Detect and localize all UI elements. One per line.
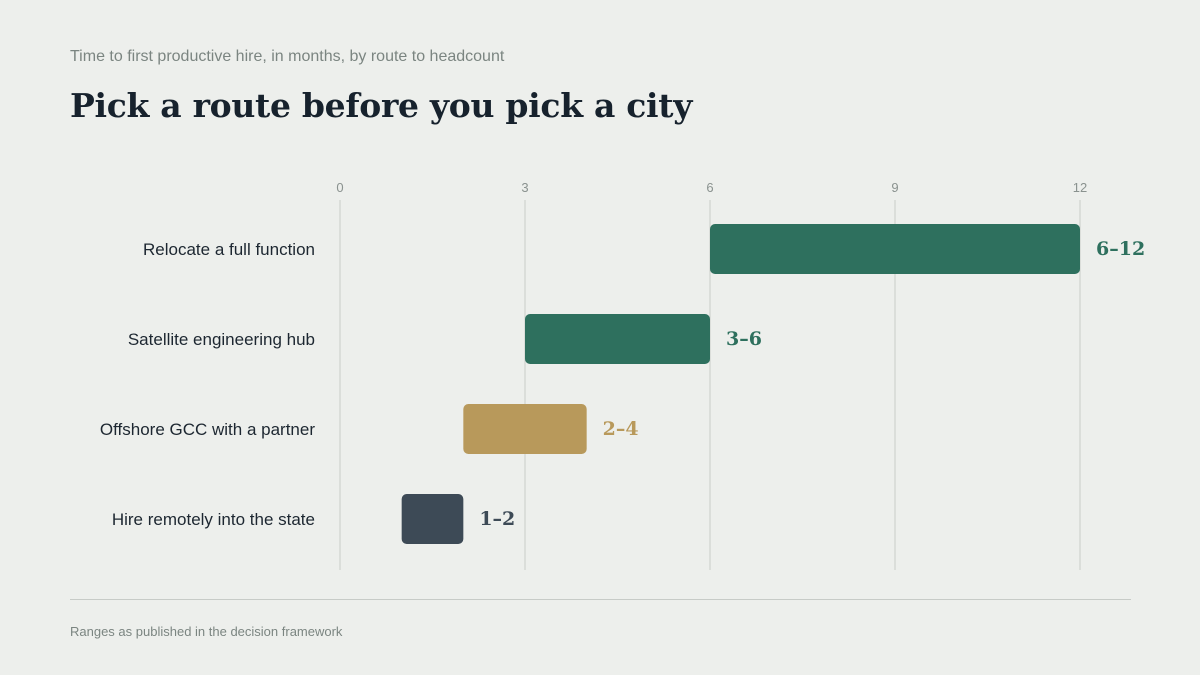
category-labels: Relocate a full function Satellite engine… xyxy=(100,240,315,529)
range-value-label: 6–12 xyxy=(1096,238,1145,260)
range-bar-chart: 0 3 6 9 12 Relocate a full function Satellite… xyxy=(100,180,1145,570)
footer-divider xyxy=(70,599,1131,600)
bars xyxy=(401,224,1080,544)
range-bar xyxy=(525,314,710,364)
x-tick-label: 3 xyxy=(521,180,528,195)
chart-subtitle: Time to first productive hire, in months… xyxy=(70,48,505,65)
category-label: Relocate a full function xyxy=(143,240,315,259)
x-axis-ticks: 0 3 6 9 12 xyxy=(336,180,1087,195)
range-value-label: 3–6 xyxy=(726,328,762,350)
category-label: Offshore GCC with a partner xyxy=(100,420,315,439)
x-tick-label: 6 xyxy=(706,180,713,195)
category-label: Hire remotely into the state xyxy=(112,510,315,529)
x-tick-label: 0 xyxy=(336,180,343,195)
value-labels: 6–12 3–6 2–4 1–2 xyxy=(479,238,1145,530)
x-tick-label: 12 xyxy=(1073,180,1087,195)
range-value-label: 1–2 xyxy=(479,508,515,530)
range-bar xyxy=(401,494,464,544)
range-value-label: 2–4 xyxy=(603,418,639,440)
chart-title: Pick a route before you pick a city xyxy=(70,86,693,125)
x-tick-label: 9 xyxy=(891,180,898,195)
range-bar xyxy=(463,404,587,454)
footnote: Ranges as published in the decision fram… xyxy=(70,624,343,639)
range-bar xyxy=(710,224,1080,274)
category-label: Satellite engineering hub xyxy=(128,330,315,349)
